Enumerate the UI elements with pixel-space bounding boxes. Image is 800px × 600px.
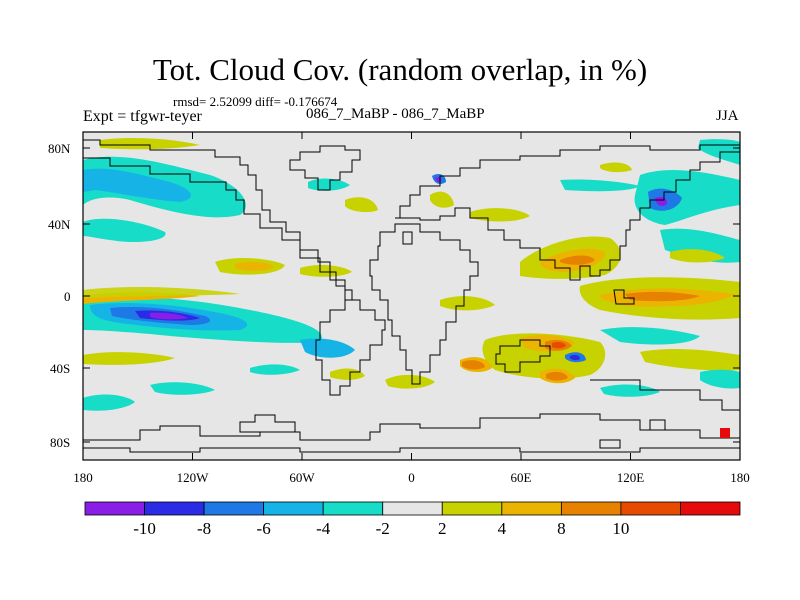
chart-title: Tot. Cloud Cov. (random overlap, in %) [152, 52, 648, 87]
experiment-label: Expt = tfgwr-teyer [83, 108, 202, 125]
colorbar-level-label: -4 [316, 519, 331, 538]
colorbar-box [144, 501, 205, 516]
colorbar-level-label: -2 [376, 519, 390, 538]
colorbar-level-label: 10 [612, 519, 629, 538]
colorbar-level-label: -6 [257, 519, 271, 538]
x-axis [82, 132, 741, 460]
map-field [83, 132, 740, 460]
colorbar-box [441, 501, 503, 516]
colorbar-box [560, 501, 622, 516]
colorbar-level-label: 2 [438, 519, 447, 538]
contours-south [83, 327, 740, 411]
colorbar-box [501, 501, 562, 516]
colorbar-box [263, 501, 324, 516]
difference-label: 086_7_MaBP - 086_7_MaBP [306, 106, 485, 122]
stats-line: rmsd= 2.52099 diff= -0.176674 [173, 94, 338, 109]
colorbar-level-label: 8 [557, 519, 566, 538]
y-tick-label: 80S [50, 435, 70, 450]
colorbar-level-label: 4 [498, 519, 507, 538]
contours-indian-max [440, 236, 740, 320]
colorbar-box [620, 501, 681, 516]
x-tick-label: 0 [408, 470, 415, 485]
coastlines [83, 139, 740, 453]
colorbar-level-label: -10 [133, 519, 156, 538]
y-axis [83, 147, 740, 443]
contours-tropical-pacific [83, 287, 355, 358]
colorbar-box [84, 501, 145, 516]
x-tick-label: 60W [289, 470, 315, 485]
x-tick-label: 120W [177, 470, 210, 485]
colorbar-box [322, 501, 384, 516]
y-tick-label: 40N [48, 217, 71, 232]
colorbar-box [382, 501, 443, 516]
y-tick-label: 0 [64, 289, 71, 304]
colorbar-box [203, 501, 265, 516]
colorbar-labels: -10 -8 -6 -4 -2 2 4 8 10 [133, 519, 629, 538]
x-tick-label: 180 [73, 470, 93, 485]
y-tick-label: 80N [48, 141, 71, 156]
x-tick-label: 120E [617, 470, 645, 485]
colorbar-box [680, 501, 741, 516]
x-tick-label: 60E [511, 470, 532, 485]
small-red-patch [720, 428, 730, 438]
colorbar [84, 501, 741, 516]
y-tick-label: 40S [50, 361, 70, 376]
colorbar-level-label: -8 [197, 519, 211, 538]
x-tick-label: 180 [730, 470, 750, 485]
season-label: JJA [716, 108, 739, 124]
